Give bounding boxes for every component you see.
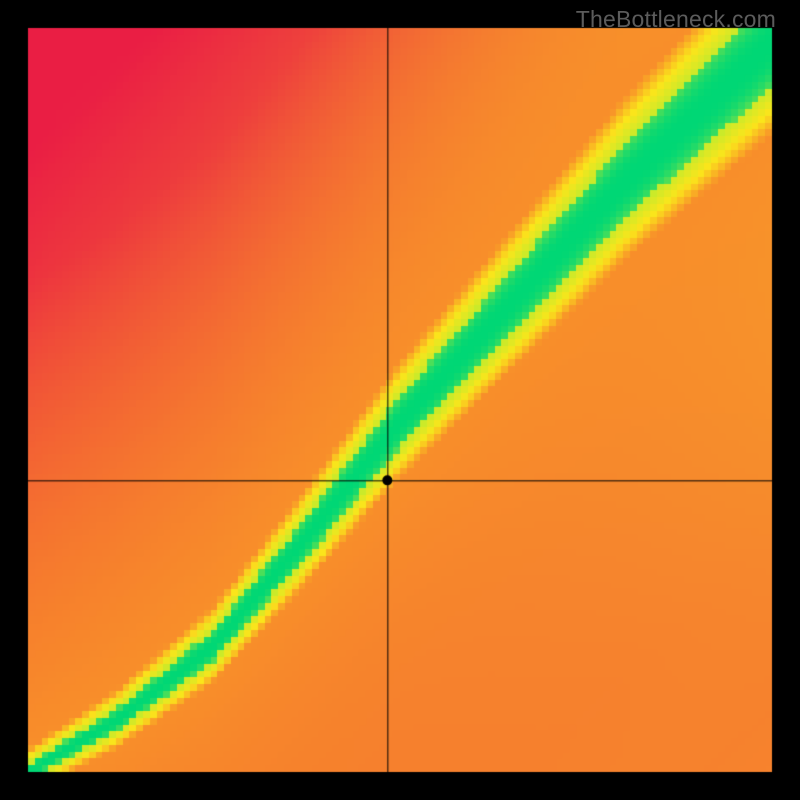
watermark-text: TheBottleneck.com [576,6,776,33]
heatmap-canvas-wrap [0,0,800,800]
chart-frame: TheBottleneck.com [0,0,800,800]
bottleneck-heatmap [0,0,800,800]
